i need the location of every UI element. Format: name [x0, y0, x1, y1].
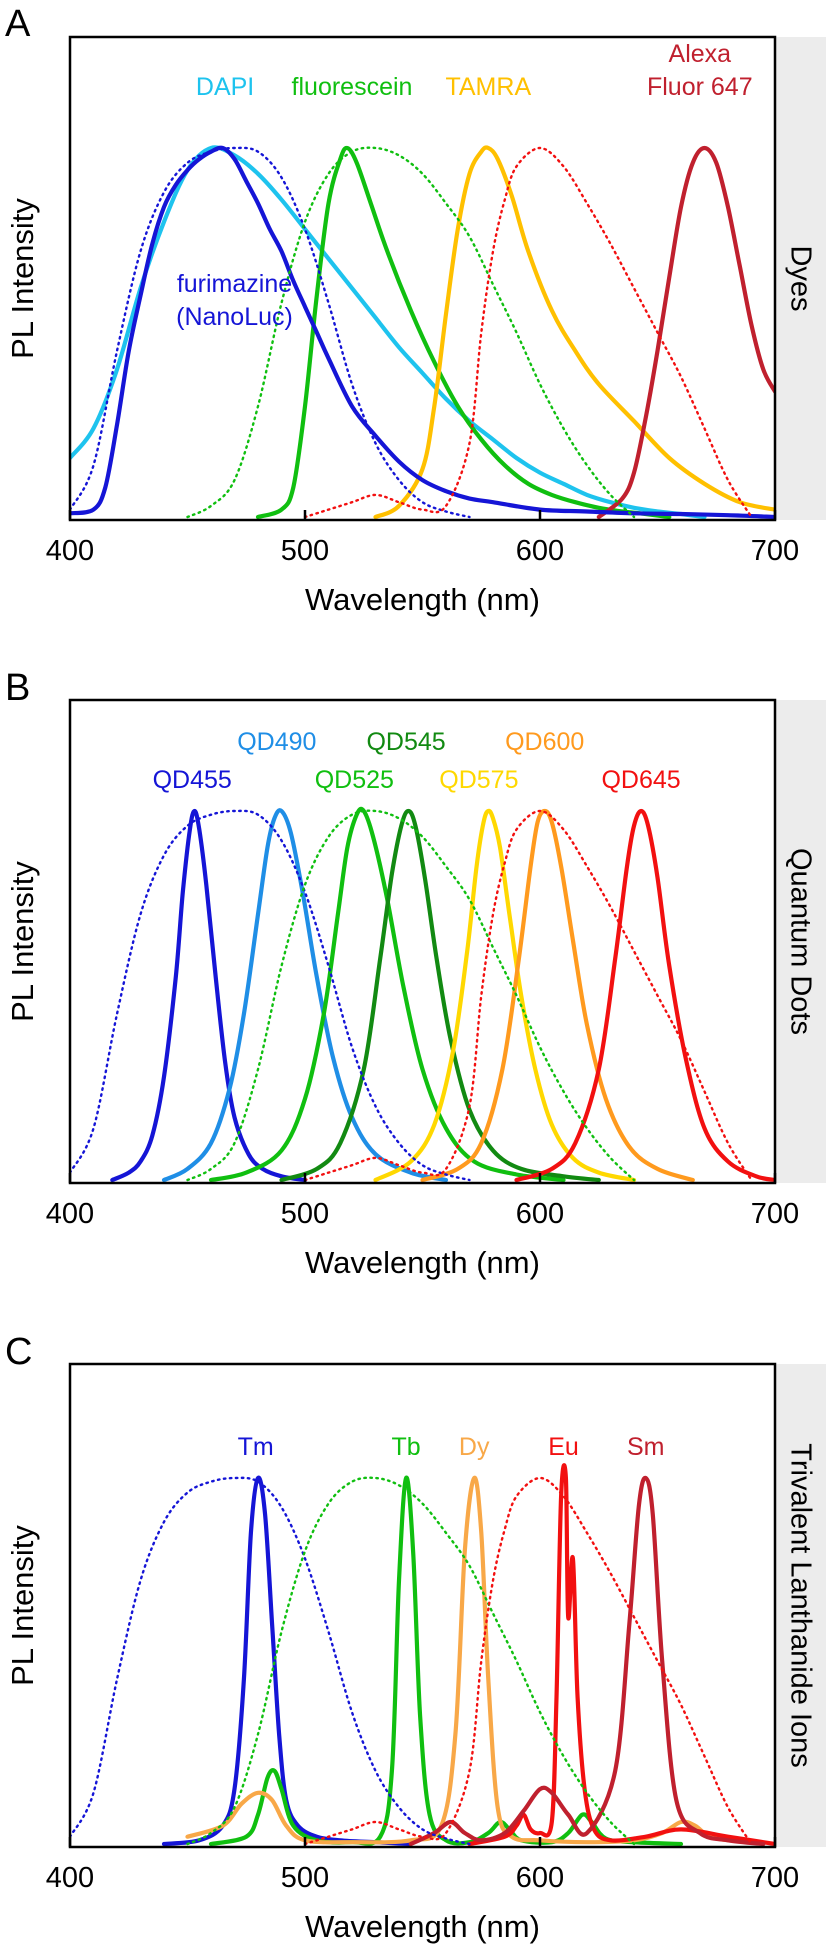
y-axis-title: PL Intensity — [5, 1525, 40, 1686]
plot-lines — [70, 1463, 775, 1847]
x-tick-label: 700 — [751, 535, 799, 567]
series-line-sm — [408, 1475, 766, 1847]
series-label-qd545: QD545 — [366, 728, 445, 756]
series-line-fluorescein — [255, 145, 672, 520]
plot-frame — [68, 698, 777, 1185]
plot-lines — [70, 806, 775, 1183]
x-tick-label: 600 — [516, 1862, 564, 1894]
panel-b: 400 500 600 700 Wavelength (nm) PL Intensity B… — [5, 667, 826, 1280]
facet-strip — [775, 1364, 826, 1847]
series-line-tamra — [373, 145, 775, 520]
series-label-tb: Tb — [391, 1433, 420, 1461]
series-line-qd645 — [514, 808, 775, 1183]
series-line-qd545 — [279, 808, 601, 1183]
series-line-alexa-fluor-647 — [596, 145, 775, 520]
series-label-tm: Tm — [238, 1433, 274, 1461]
facet-strip — [775, 700, 826, 1183]
series-line-dapi — [70, 145, 707, 520]
series-label-qd645: QD645 — [601, 766, 680, 794]
reference-dotted-series-green — [186, 1476, 636, 1846]
panel-letter: C — [5, 1331, 32, 1373]
reference-dotted-series-red — [303, 809, 753, 1182]
panel-letter: A — [5, 3, 31, 45]
series-line-eu — [467, 1463, 775, 1847]
series-label-qd600: QD600 — [505, 728, 584, 756]
panel-a: 400 500 600 700 Wavelength (nm) PL Intensity A… — [5, 3, 826, 617]
x-tick-label: 500 — [281, 535, 329, 567]
series-label-dy: Dy — [459, 1433, 490, 1461]
series-label-dapi: DAPI — [196, 73, 254, 101]
series-label-fluorescein: fluorescein — [292, 73, 413, 101]
facet-strip — [775, 37, 826, 520]
reference-dotted-series-green — [186, 809, 636, 1182]
reference-dotted-series-red — [303, 1476, 753, 1846]
facet-strip-label: Trivalent Lanthanide Ions — [785, 1443, 817, 1768]
series-line-qd600 — [420, 808, 695, 1183]
x-axis-title: Wavelength (nm) — [305, 1245, 540, 1280]
plot-lines — [70, 145, 775, 520]
plot-frame — [68, 35, 777, 522]
x-tick-label: 500 — [281, 1198, 329, 1230]
series-line-tm — [161, 1475, 413, 1847]
panel-letter: B — [5, 667, 30, 709]
x-axis-title: Wavelength (nm) — [305, 1909, 540, 1944]
series-label-qd455: QD455 — [153, 766, 232, 794]
reference-dotted-series-blue — [70, 809, 471, 1182]
series-line-qd490 — [161, 808, 449, 1183]
x-tick-label: 500 — [281, 1862, 329, 1894]
x-tick-label: 400 — [46, 1862, 94, 1894]
series-label-alexa-fluor-647: Alexa Fluor 647 — [647, 40, 753, 101]
x-tick-label: 600 — [516, 1198, 564, 1230]
plot-frame — [68, 1362, 777, 1849]
series-label-qd525: QD525 — [315, 766, 394, 794]
reference-dotted-series-blue — [70, 1476, 471, 1846]
x-tick-label: 600 — [516, 535, 564, 567]
x-tick-label: 400 — [46, 535, 94, 567]
series-label-eu: Eu — [548, 1433, 579, 1461]
y-axis-title: PL Intensity — [5, 861, 40, 1022]
series-line-qd575 — [373, 808, 637, 1183]
x-axis-title: Wavelength (nm) — [305, 582, 540, 617]
series-line-tb — [208, 1475, 684, 1847]
facet-strip-label: Dyes — [785, 245, 817, 311]
series-label-furimazine-nanoluc: furimazine (NanoLuc) — [176, 270, 293, 331]
facet-strip-label: Quantum Dots — [785, 848, 817, 1035]
panel-c: 400 500 600 700 Wavelength (nm) PL Intensity C… — [5, 1331, 826, 1944]
series-label-qd490: QD490 — [237, 728, 316, 756]
reference-dotted-series-red — [303, 146, 753, 519]
x-tick-label: 400 — [46, 1198, 94, 1230]
series-line-furimazine-nanoluc — [70, 145, 775, 520]
series-line-qd455 — [110, 808, 308, 1183]
x-tick-label: 700 — [751, 1862, 799, 1894]
series-label-tamra: TAMRA — [445, 73, 531, 101]
y-axis-title: PL Intensity — [5, 198, 40, 359]
series-label-sm: Sm — [627, 1433, 665, 1461]
reference-dotted-series-green — [186, 146, 636, 519]
series-label-qd575: QD575 — [439, 766, 518, 794]
x-tick-label: 700 — [751, 1198, 799, 1230]
